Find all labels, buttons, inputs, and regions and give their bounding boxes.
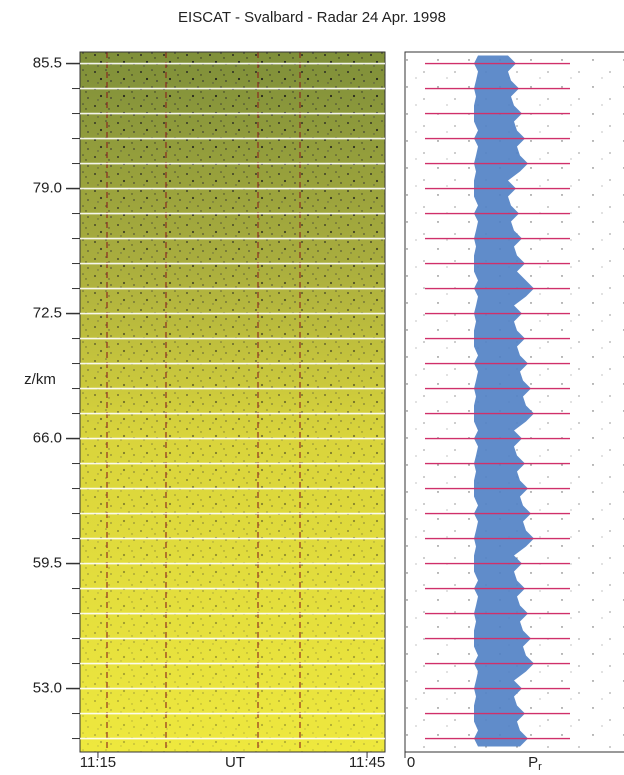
x-tick-label: 0	[407, 754, 415, 771]
profile-panel	[404, 51, 624, 753]
y-tick-label: 79.0	[33, 180, 62, 197]
decor-profile	[474, 55, 534, 747]
y-tick-label: 72.5	[33, 305, 62, 322]
x-tick-label: 11:45	[349, 754, 385, 771]
y-tick-label: 85.5	[33, 55, 62, 72]
x-axis-label: UT	[225, 754, 245, 771]
y-tick-label: 66.0	[33, 430, 62, 447]
y-tick-label: 53.0	[33, 680, 62, 697]
y-tick-label: 59.5	[33, 555, 62, 572]
panel-frame	[79, 51, 386, 753]
rti-panel	[79, 51, 386, 753]
decor-lines	[106, 52, 301, 752]
y-axis-label: z/km	[24, 371, 56, 388]
x-axis-label: Pr	[528, 754, 542, 773]
panel-texture	[80, 52, 385, 752]
x-tick-label: 11:15	[80, 754, 116, 771]
chart-title: EISCAT - Svalbard - Radar 24 Apr. 1998	[178, 9, 446, 26]
